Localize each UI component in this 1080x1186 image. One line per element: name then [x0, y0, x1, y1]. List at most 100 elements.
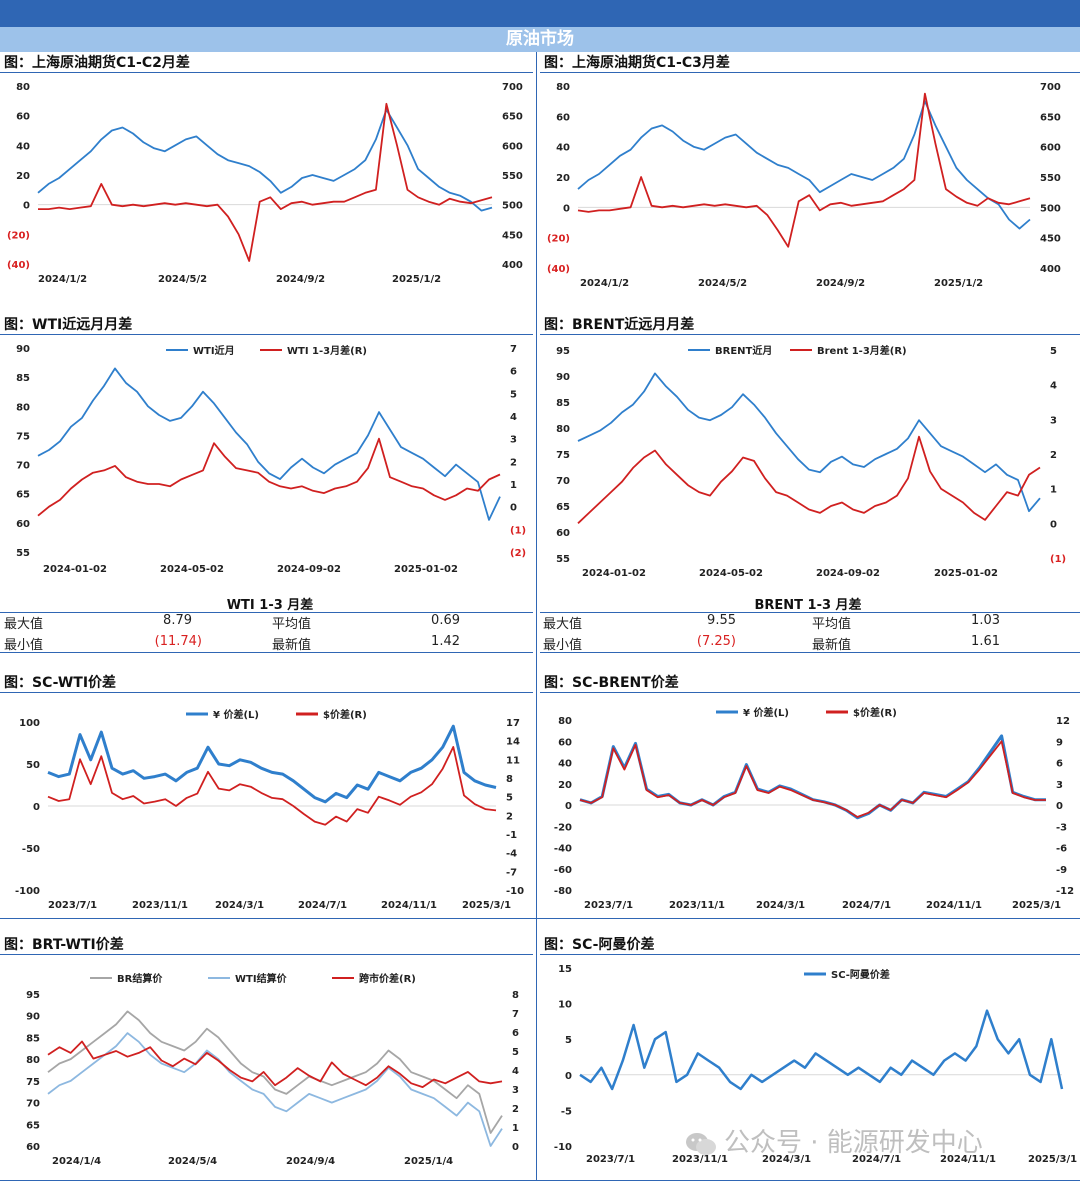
stats-label: 最新值: [812, 638, 852, 653]
stats-value: 0.69: [431, 613, 460, 628]
stats-table-brent: 最大值 9.55 平均值 1.03 最小值 (7.25) 最新值 1.61: [540, 613, 1080, 653]
y-tick-left: 15: [558, 964, 572, 975]
y-tick-left: 60: [556, 112, 570, 123]
legend-label: ¥ 价差(L): [743, 706, 789, 719]
y-tick-left: 60: [556, 528, 570, 539]
chart-brent: 95 90 85 80 75 70 65 60 55 5 4 3 2 1 0 (1) 2024-01-02 202…: [540, 336, 1080, 582]
panel-title-brt-wti: 图：BRT-WTI价差: [4, 937, 124, 953]
watermark-text: 公众号 · 能源研发中心: [724, 1128, 983, 1158]
y-tick-left: 40: [16, 141, 30, 152]
y-tick-right: 6: [510, 367, 517, 378]
y-tick-right: 5: [506, 793, 513, 804]
panel-title-sc-oman: 图：SC-阿曼价差: [544, 937, 655, 953]
x-tick: 2025/3/1: [462, 900, 511, 911]
series-line: [577, 372, 1041, 513]
y-tick-left: 50: [26, 760, 40, 771]
x-tick: 2024/3/1: [215, 900, 264, 911]
legend-label: 跨市价差(R): [359, 972, 416, 985]
y-tick-left: (40): [547, 264, 570, 275]
x-tick: 2025/3/1: [1028, 1154, 1077, 1165]
series-line: [577, 435, 1041, 524]
watermark: 公众号 · 能源研发中心: [684, 1122, 983, 1159]
series-line: [38, 102, 493, 262]
stats-value: 1.61: [971, 634, 1000, 649]
y-tick-right: (1): [1050, 554, 1066, 565]
y-tick-right: 650: [502, 112, 523, 123]
y-tick-right: 3: [512, 1085, 519, 1096]
y-tick-right: 500: [1040, 203, 1061, 214]
y-tick-right: 600: [1040, 143, 1061, 154]
stats-label: 最小值: [4, 638, 44, 653]
x-tick: 2024/5/4: [168, 1156, 217, 1167]
y-tick-right: 7: [512, 1009, 519, 1020]
series-line: [47, 746, 497, 826]
y-tick-left: 75: [16, 431, 30, 442]
y-tick-right: 0: [510, 503, 517, 514]
y-tick-left: 95: [26, 990, 40, 1001]
y-tick-right: 2: [512, 1104, 519, 1115]
y-tick-right: -10: [506, 886, 524, 897]
y-tick-right: 700: [502, 82, 523, 93]
x-tick: 2024/11/1: [381, 900, 437, 911]
y-tick-right: 11: [506, 755, 520, 766]
series-line: [37, 437, 501, 517]
y-tick-right: 400: [1040, 264, 1061, 275]
stats-label: 最小值: [543, 638, 583, 653]
y-tick-left: 85: [26, 1033, 40, 1044]
y-tick-left: 65: [556, 502, 570, 513]
top-bar: [0, 0, 1080, 27]
stats-title-wti: WTI 1-3 月差: [226, 598, 314, 613]
y-tick-right: 550: [1040, 173, 1061, 184]
series-line: [579, 734, 1046, 820]
y-tick-left: 85: [556, 398, 570, 409]
y-tick-right: 8: [512, 990, 519, 1001]
x-tick: 2024-01-02: [43, 564, 107, 575]
series-line: [579, 740, 1046, 818]
y-tick-right: (1): [510, 525, 526, 536]
y-tick-left: -10: [554, 1142, 572, 1153]
stats-label: 平均值: [272, 617, 312, 632]
legend-label: WTI近月: [193, 344, 235, 357]
x-tick: 2024/3/1: [756, 900, 805, 911]
y-tick-left: 80: [16, 402, 30, 413]
y-tick-right: 1: [512, 1123, 519, 1134]
y-tick-left: 70: [26, 1099, 40, 1110]
panel-title-c1c3: 图：上海原油期货C1-C3月差: [544, 55, 730, 71]
y-tick-right: 8: [506, 774, 513, 785]
chart-sc-brent: 80 60 40 20 0 -20 -40 -60 -80 12 9 6 3 0 -3 -6 -9 -12 2023…: [540, 694, 1080, 916]
stats-table-wti: 最大值 8.79 平均值 0.69 最小值 (11.74) 最新值 1.42: [0, 613, 533, 653]
series-line: [47, 1032, 503, 1147]
panel-title-wti: 图：WTI近远月月差: [4, 317, 133, 333]
y-tick-left: 0: [565, 801, 572, 812]
y-tick-right: -12: [1056, 886, 1074, 897]
x-tick: 2023/7/1: [584, 900, 633, 911]
x-tick: 2024/9/4: [286, 1156, 335, 1167]
y-tick-right: -1: [506, 830, 517, 841]
panel-title-c1c2: 图：上海原油期货C1-C2月差: [4, 55, 190, 71]
series-line: [579, 1009, 1064, 1091]
stats-value: 1.42: [431, 634, 460, 649]
y-tick-right: 12: [1056, 716, 1070, 727]
stats-label: 最大值: [543, 617, 583, 632]
y-tick-left: 85: [16, 373, 30, 384]
y-tick-left: -5: [561, 1106, 572, 1117]
x-tick: 2024/11/1: [940, 1154, 996, 1165]
stats-value: 8.79: [163, 613, 192, 628]
x-tick: 2023/11/1: [672, 1154, 728, 1165]
y-tick-left: (20): [7, 230, 30, 241]
x-tick: 2024-05-02: [699, 568, 763, 579]
y-tick-left: 20: [556, 173, 570, 184]
x-tick: 2024/11/1: [926, 900, 982, 911]
y-tick-left: (40): [7, 260, 30, 271]
stats-label: 最大值: [4, 617, 44, 632]
legend-label: SC-阿曼价差: [831, 968, 890, 981]
y-tick-left: 40: [558, 759, 572, 770]
y-tick-left: 65: [16, 490, 30, 501]
x-tick: 2024/7/1: [842, 900, 891, 911]
series-line: [577, 92, 1031, 248]
y-tick-left: 20: [16, 171, 30, 182]
y-tick-left: 0: [563, 203, 570, 214]
series-line: [37, 108, 493, 212]
y-tick-left: 65: [26, 1120, 40, 1131]
x-tick: 2025-01-02: [934, 568, 998, 579]
